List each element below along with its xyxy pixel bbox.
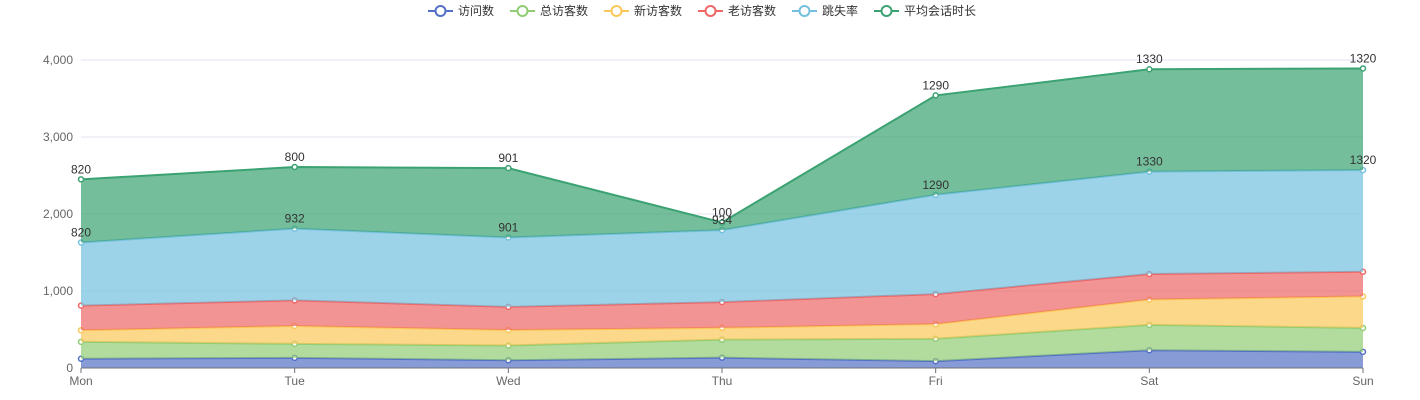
data-label: 820 — [71, 162, 91, 176]
legend-circle-icon — [798, 5, 811, 17]
legend-circle-icon — [704, 5, 717, 17]
legend-item[interactable]: 老访客数 — [698, 3, 776, 18]
legend-circle-icon — [516, 5, 529, 17]
legend-label: 跳失率 — [822, 3, 858, 18]
data-point[interactable] — [1146, 65, 1153, 73]
data-label: 800 — [285, 150, 305, 164]
data-label: 934 — [712, 213, 732, 227]
area-series-5 — [81, 170, 1363, 307]
legend-label: 平均会话时长 — [904, 4, 976, 18]
data-point[interactable] — [718, 219, 726, 226]
x-tick-label: Wed — [496, 374, 520, 388]
legend-item[interactable]: 总访客数 — [510, 3, 588, 18]
legend-label: 访问数 — [458, 3, 494, 18]
x-tick-label: Sun — [1352, 374, 1373, 388]
data-label: 820 — [71, 225, 91, 239]
legend-label: 总访客数 — [540, 3, 588, 18]
data-label: 1290 — [922, 78, 949, 92]
data-label: 901 — [498, 220, 518, 234]
data-label: 100 — [712, 205, 732, 219]
legend-circle-icon — [610, 5, 623, 17]
legend-item[interactable]: 平均会话时长 — [874, 4, 976, 18]
data-label-layer: 820 932 901 934 1290 1330 1320 820 800 901 100 1290… — [71, 51, 1377, 239]
legend-circle-icon — [434, 5, 447, 17]
area-series-6 — [81, 68, 1363, 243]
legend-item[interactable]: 跳失率 — [792, 3, 858, 18]
x-tick-label: Fri — [929, 374, 943, 388]
area-series-3 — [81, 296, 1363, 346]
x-tick-label: Thu — [712, 374, 733, 388]
data-point[interactable] — [1359, 65, 1367, 72]
area-series-2 — [81, 324, 1363, 362]
legend-item[interactable]: 新访客数 — [604, 3, 682, 18]
y-tick-label: 1,000 — [43, 284, 73, 298]
data-label: 1320 — [1350, 51, 1377, 65]
area-series-4 — [81, 271, 1363, 331]
x-tick-label: Mon — [69, 374, 92, 388]
data-point[interactable] — [505, 164, 512, 172]
legend-circle-icon — [880, 5, 893, 17]
data-label: 932 — [285, 212, 305, 226]
axis-layer: 0 1,000 2,000 3,000 4,000 Mon Tue Wed Thu Fri Sat S… — [43, 53, 1374, 388]
legend-label: 老访客数 — [728, 3, 776, 18]
legend-item[interactable]: 访问数 — [428, 3, 494, 18]
data-point[interactable] — [291, 163, 298, 171]
data-point[interactable] — [932, 92, 939, 99]
y-tick-label: 0 — [66, 361, 73, 375]
x-tick-label: Tue — [285, 374, 306, 388]
y-tick-label: 3,000 — [43, 130, 73, 144]
area-layer — [77, 65, 1367, 368]
data-label: 901 — [498, 151, 518, 165]
data-label: 1290 — [922, 178, 949, 192]
data-label: 1330 — [1136, 52, 1163, 66]
data-label: 1330 — [1136, 155, 1163, 169]
legend: 访问数 总访客数 新访客数 老访客数 跳失率 平均会话时长 — [428, 3, 976, 18]
y-tick-label: 2,000 — [43, 207, 73, 221]
data-point[interactable] — [77, 176, 85, 183]
x-tick-label: Sat — [1140, 374, 1159, 388]
legend-label: 新访客数 — [634, 3, 682, 18]
data-label: 1320 — [1350, 153, 1377, 167]
y-tick-label: 4,000 — [43, 53, 73, 67]
